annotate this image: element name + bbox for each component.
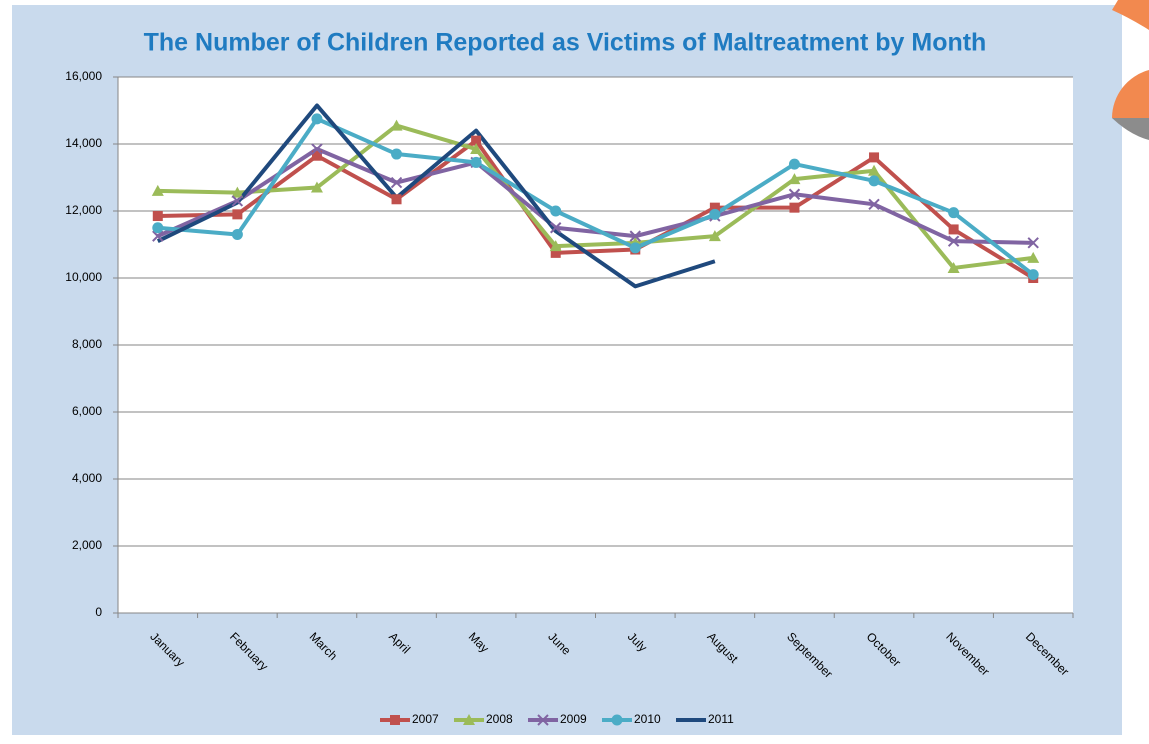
y-tick-label: 12,000 (65, 203, 102, 217)
data-point (789, 159, 800, 170)
data-point (869, 152, 879, 162)
data-point (630, 242, 641, 253)
data-point (948, 207, 959, 218)
data-point (709, 209, 720, 220)
y-tick-label: 8,000 (72, 337, 102, 351)
y-tick-label: 4,000 (72, 471, 102, 485)
data-point (232, 209, 242, 219)
legend-label: 2011 (708, 712, 734, 726)
legend-marker (612, 715, 623, 726)
y-tick-label: 16,000 (65, 69, 102, 83)
data-point (391, 149, 402, 160)
legend-label: 2008 (486, 712, 513, 726)
data-point (550, 206, 561, 217)
y-tick-label: 14,000 (65, 136, 102, 150)
chart: The Number of Children Reported as Victi… (0, 0, 1149, 744)
y-tick-label: 6,000 (72, 404, 102, 418)
chart-title: The Number of Children Reported as Victi… (144, 29, 987, 57)
data-point (869, 175, 880, 186)
data-point (153, 211, 163, 221)
data-point (789, 203, 799, 213)
y-tick-label: 2,000 (72, 538, 102, 552)
legend-marker (390, 715, 400, 725)
data-point (1028, 269, 1039, 280)
data-point (152, 222, 163, 233)
data-point (232, 229, 243, 240)
data-point (311, 113, 322, 124)
data-point (471, 157, 482, 168)
data-point (949, 224, 959, 234)
legend-label: 2007 (412, 712, 439, 726)
legend-label: 2009 (560, 712, 587, 726)
data-point (392, 194, 402, 204)
y-tick-label: 10,000 (65, 270, 102, 284)
y-tick-label: 0 (95, 605, 102, 619)
legend-label: 2010 (634, 712, 661, 726)
